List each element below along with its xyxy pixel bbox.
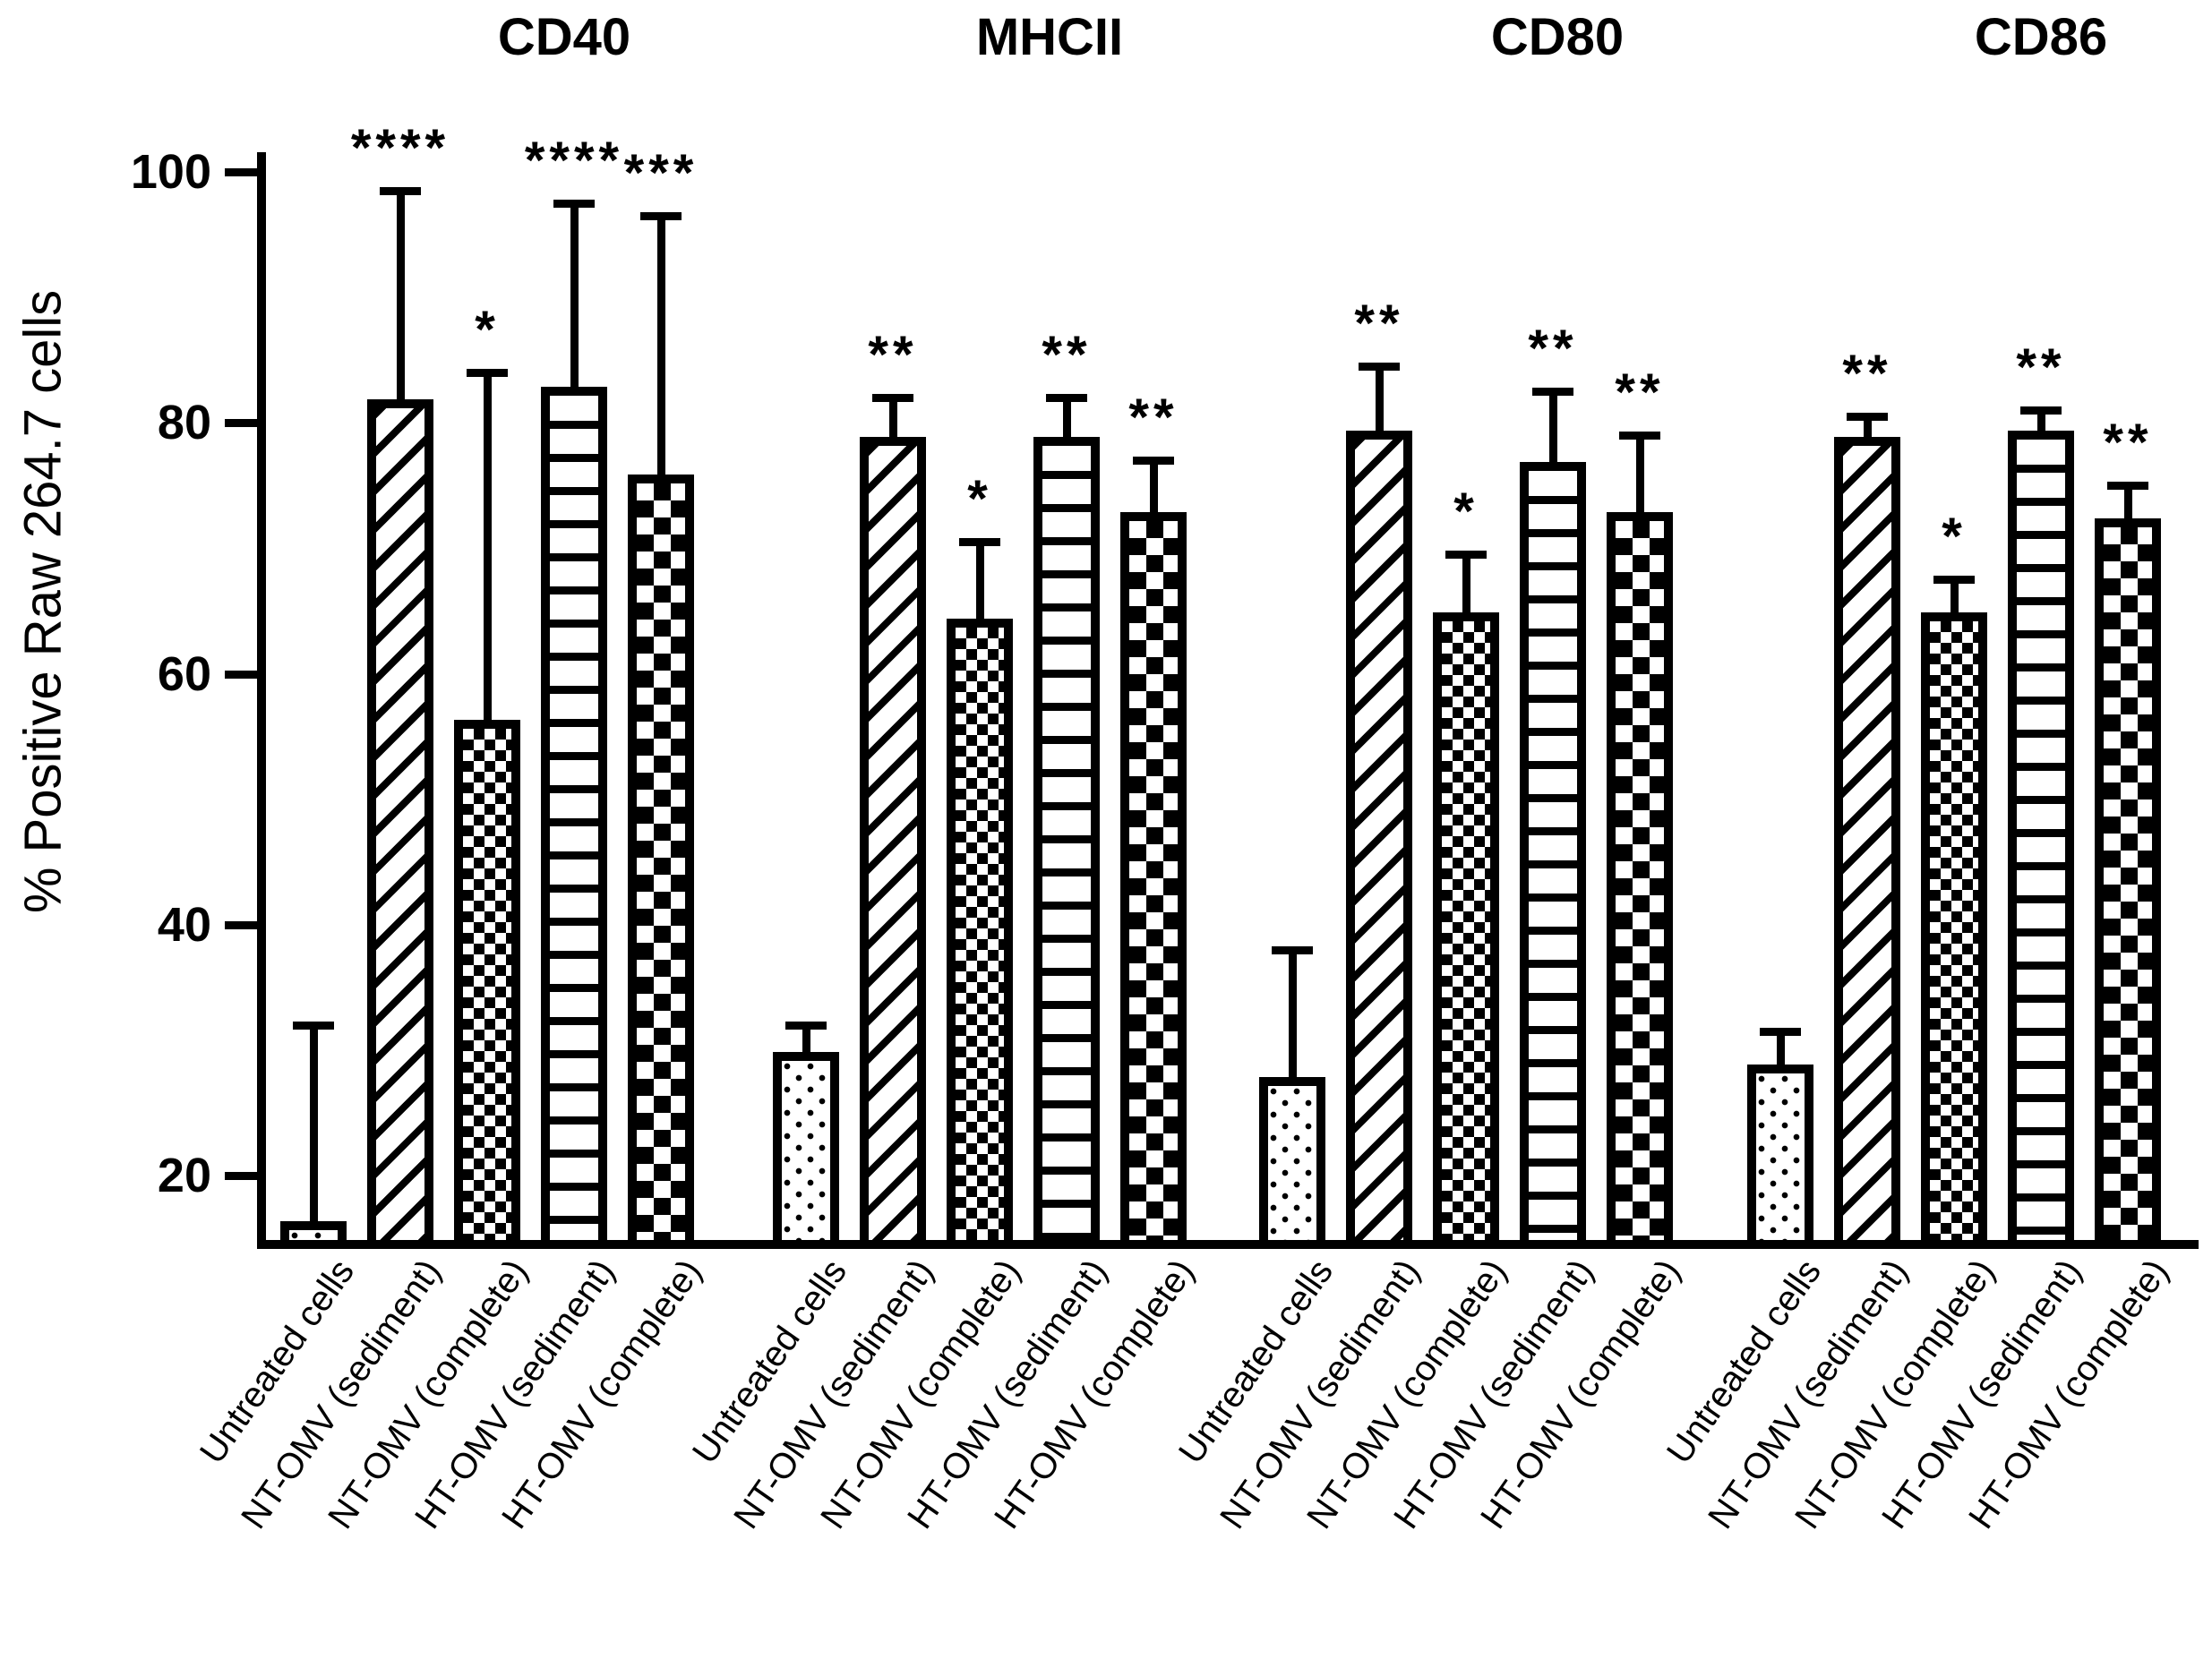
bar <box>2008 431 2074 1249</box>
significance-label: ** <box>2103 414 2153 472</box>
error-bar-line <box>889 398 897 449</box>
y-axis-line <box>257 152 266 1249</box>
significance-label: ** <box>1354 295 1404 353</box>
error-bar-cap <box>1532 388 1573 396</box>
group-title: CD80 <box>1490 8 1625 66</box>
error-bar-line <box>2124 485 2132 530</box>
error-bar-line <box>1462 554 1470 624</box>
significance-label: ** <box>868 326 918 384</box>
error-bar-line <box>310 1025 318 1233</box>
bar <box>280 1221 347 1249</box>
bar <box>1520 462 1586 1249</box>
y-tick-label: 60 <box>157 646 211 701</box>
significance-label: ** <box>1042 326 1092 384</box>
significance-label: **** <box>350 119 450 177</box>
error-bar-line <box>657 216 665 486</box>
significance-label: ** <box>1128 389 1179 447</box>
significance-label: ** <box>1528 320 1578 378</box>
bar <box>773 1052 839 1249</box>
bar <box>1346 431 1412 1249</box>
error-bar-line <box>1951 579 1959 624</box>
error-bar-cap <box>785 1022 827 1030</box>
error-bar-cap <box>293 1022 334 1030</box>
error-bar-line <box>570 203 579 398</box>
bar <box>860 437 926 1249</box>
error-bar-line <box>2037 410 2045 442</box>
significance-label: * <box>967 470 992 528</box>
y-tick-mark <box>225 1172 257 1180</box>
error-bar-line <box>1063 398 1071 449</box>
significance-label: ** <box>1842 345 1892 403</box>
error-bar-line <box>1636 435 1644 524</box>
y-tick-mark <box>225 670 257 679</box>
error-bar-line <box>1289 950 1297 1089</box>
significance-label: * <box>1942 508 1967 566</box>
error-bar-line <box>1549 391 1557 474</box>
significance-label: *** <box>623 144 699 202</box>
error-bar-cap <box>1445 551 1487 559</box>
bar <box>367 399 433 1249</box>
y-tick-mark <box>225 419 257 428</box>
y-tick-mark <box>225 920 257 929</box>
error-bar-line <box>1150 460 1158 524</box>
error-bar-cap <box>872 394 913 402</box>
bar <box>1259 1077 1325 1249</box>
error-bar-cap <box>2020 406 2062 415</box>
error-bar-cap <box>1133 457 1174 465</box>
error-bar-cap <box>1847 413 1888 421</box>
bar <box>1033 437 1100 1249</box>
error-bar-cap <box>1933 576 1975 584</box>
error-bar-line <box>976 542 984 630</box>
bar <box>1120 512 1187 1249</box>
error-bar-line <box>1777 1031 1785 1076</box>
bar <box>947 619 1013 1249</box>
significance-label: * <box>475 301 500 359</box>
bar <box>541 387 607 1249</box>
group-title: MHCII <box>975 8 1124 66</box>
y-tick-label: 40 <box>157 897 211 952</box>
error-bar-cap <box>959 538 1000 546</box>
bar <box>1747 1065 1813 1249</box>
error-bar-cap <box>553 200 595 208</box>
significance-label: * <box>1453 483 1479 541</box>
bar <box>1433 612 1499 1249</box>
bar <box>1834 437 1900 1249</box>
error-bar-cap <box>380 187 421 195</box>
error-bar-line <box>1864 416 1872 449</box>
y-tick-label: 20 <box>157 1149 211 1202</box>
bar <box>454 720 520 1249</box>
error-bar-cap <box>1619 432 1660 440</box>
error-bar-cap <box>1760 1028 1801 1036</box>
error-bar-line <box>397 191 405 411</box>
y-tick-mark <box>225 168 257 176</box>
bar <box>1921 612 1987 1249</box>
bar <box>2095 518 2161 1249</box>
error-bar-cap <box>1359 363 1400 371</box>
y-tick-label: 80 <box>157 396 211 450</box>
error-bar-line <box>802 1025 810 1064</box>
y-tick-label: 100 <box>130 145 211 199</box>
error-bar-cap <box>1272 946 1313 954</box>
error-bar-cap <box>2107 482 2148 490</box>
bar <box>628 475 694 1249</box>
bar <box>1607 512 1673 1249</box>
error-bar-cap <box>640 212 682 220</box>
error-bar-cap <box>1046 394 1087 402</box>
group-title: CD86 <box>1974 8 2108 66</box>
error-bar-line <box>484 372 492 731</box>
x-axis-line <box>257 1240 2199 1249</box>
group-title: CD40 <box>497 8 631 66</box>
error-bar-cap <box>467 369 508 377</box>
significance-label: ** <box>1615 363 1665 422</box>
error-bar-line <box>1376 366 1384 442</box>
significance-label: ** <box>2016 338 2066 397</box>
significance-label: **** <box>524 132 624 190</box>
